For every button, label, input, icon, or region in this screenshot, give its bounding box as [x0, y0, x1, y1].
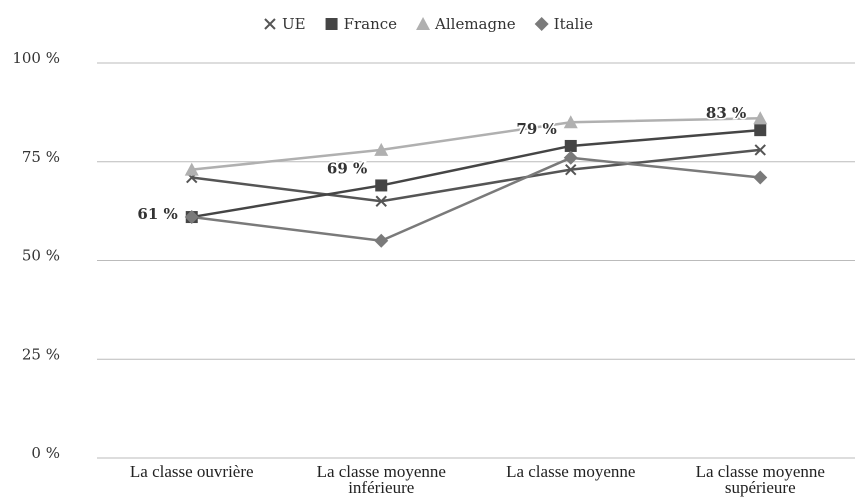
data-point: [754, 124, 767, 137]
legend-marker: [534, 17, 549, 31]
data-point: [375, 179, 388, 192]
data-label: 83 %: [706, 104, 746, 122]
legend: UE France Allemagne Italie: [264, 15, 593, 33]
x-tick-label: La classe moyenne inférieure: [316, 462, 446, 497]
data-label: 79 %: [516, 120, 556, 138]
data-point: [375, 195, 387, 207]
data-point: [564, 139, 577, 152]
legend-label: UE: [282, 15, 306, 33]
legend-label: Italie: [554, 15, 593, 33]
data-point: [753, 170, 768, 185]
y-tick-label: 100 %: [12, 49, 60, 67]
data-point: [565, 163, 577, 176]
series-line: [191, 156, 761, 243]
x-tick-label: La classe ouvrière: [129, 462, 254, 481]
x-tick-label: La classe moyenne supérieure: [695, 462, 825, 497]
data-label: 69 %: [327, 159, 367, 177]
legend-marker: [325, 18, 338, 30]
legend-marker: [416, 17, 431, 30]
data-point: [753, 111, 768, 125]
legend-label: Allemagne: [434, 15, 516, 33]
data-label: 61 %: [137, 205, 177, 223]
legend-marker: [264, 18, 276, 30]
data-point: [184, 162, 199, 176]
series-line: [191, 148, 761, 203]
y-tick-label: 50 %: [22, 247, 60, 265]
legend-label: France: [344, 15, 398, 33]
y-tick-label: 0 %: [31, 444, 60, 462]
data-point: [374, 142, 389, 156]
data-point: [374, 233, 389, 248]
x-tick-label: La classe moyenne: [506, 462, 636, 481]
data-point: [563, 115, 578, 129]
data-point: [563, 150, 578, 165]
y-tick-label: 75 %: [22, 148, 60, 166]
data-point: [184, 210, 199, 225]
series-line: [191, 117, 761, 171]
data-point: [754, 144, 766, 156]
series-line: [191, 128, 761, 219]
y-tick-label: 25 %: [22, 345, 60, 363]
